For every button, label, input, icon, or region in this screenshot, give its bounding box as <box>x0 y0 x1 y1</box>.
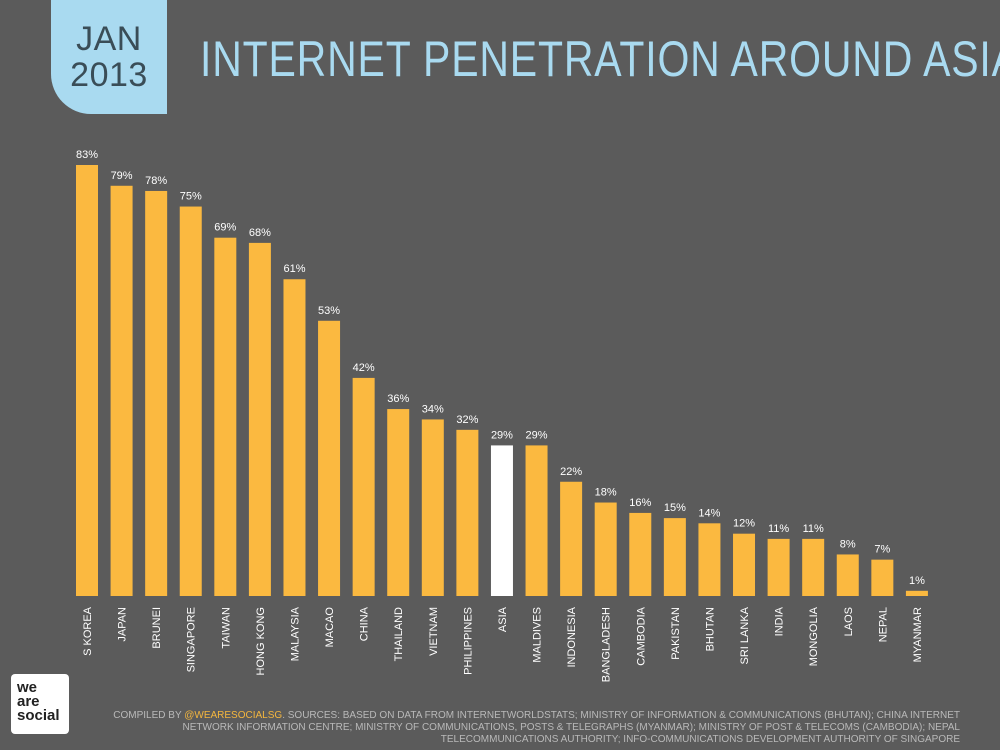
source-text: . SOURCES: BASED ON DATA FROM INTERNETWO… <box>182 710 961 745</box>
bar-bhutan <box>698 523 721 596</box>
category-label-hong-kong: HONG KONG <box>255 607 267 675</box>
badge-year: 2013 <box>70 56 148 94</box>
category-label-philippines: PHILIPPINES <box>462 607 474 675</box>
date-badge: JAN 2013 <box>51 0 167 114</box>
value-label-india: 11% <box>768 523 789 535</box>
category-label-taiwan: TAIWAN <box>220 607 232 649</box>
category-label-s-korea: S KOREA <box>82 606 94 656</box>
category-label-pakistan: PAKISTAN <box>670 607 682 660</box>
page-title: INTERNET PENETRATION AROUND ASIA <box>200 31 1000 87</box>
value-label-vietnam: 34% <box>422 403 444 415</box>
bar-sri-lanka <box>733 533 756 596</box>
category-label-japan: JAPAN <box>117 607 129 642</box>
category-label-myanmar: MYANMAR <box>912 607 924 662</box>
value-label-pakistan: 15% <box>664 502 686 514</box>
bar-taiwan <box>214 237 237 596</box>
source-note: COMPILED BY @WEARESOCIALSG. SOURCES: BAS… <box>100 710 960 746</box>
bar-malaysia <box>283 279 306 596</box>
value-label-philippines: 32% <box>456 414 478 426</box>
value-label-macao: 53% <box>318 305 340 317</box>
bar-s-korea <box>76 165 98 596</box>
category-label-indonesia: INDONESIA <box>566 606 578 667</box>
category-label-nepal: NEPAL <box>877 607 889 642</box>
value-label-myanmar: 1% <box>909 575 925 587</box>
value-label-s-korea: 83% <box>76 149 98 161</box>
value-label-china: 42% <box>353 362 375 374</box>
category-label-bangladesh: BANGLADESH <box>601 607 613 682</box>
category-label-asia: ASIA <box>497 606 509 632</box>
value-label-sri-lanka: 12% <box>733 518 755 530</box>
bar-vietnam <box>421 419 444 596</box>
bar-mongolia <box>802 538 825 596</box>
value-label-nepal: 7% <box>874 544 890 556</box>
bar-bangladesh <box>594 502 617 596</box>
category-label-vietnam: VIETNAM <box>428 607 440 656</box>
bar-pakistan <box>663 518 686 596</box>
logo-line-2: are <box>17 693 40 710</box>
category-label-singapore: SINGAPORE <box>186 607 198 672</box>
bar-brunei <box>145 190 168 596</box>
value-label-singapore: 75% <box>180 191 202 203</box>
bar-philippines <box>456 429 479 596</box>
bar-india <box>767 538 790 596</box>
category-label-macao: MACAO <box>324 607 336 648</box>
logo-line-3: social <box>17 707 60 724</box>
bar-hong-kong <box>248 242 271 596</box>
value-label-indonesia: 22% <box>560 466 582 478</box>
bar-china <box>352 377 375 596</box>
bar-laos <box>836 554 859 596</box>
we-are-social-logo: we are social <box>11 674 69 734</box>
category-label-sri-lanka: SRI LANKA <box>739 606 751 664</box>
category-label-cambodia: CAMBODIA <box>635 606 647 665</box>
value-label-thailand: 36% <box>387 393 409 405</box>
value-label-taiwan: 69% <box>214 222 236 234</box>
value-label-malaysia: 61% <box>283 263 305 275</box>
bar-singapore <box>179 206 202 596</box>
value-label-asia: 29% <box>491 429 513 441</box>
source-prefix: COMPILED BY <box>113 710 185 721</box>
source-handle: @WEARESOCIALSG <box>184 710 283 721</box>
logo-line-1: we <box>17 679 38 696</box>
value-label-hong-kong: 68% <box>249 227 271 239</box>
badge-month: JAN <box>76 20 142 58</box>
value-label-maldives: 29% <box>526 429 548 441</box>
category-label-laos: LAOS <box>843 607 855 636</box>
category-label-brunei: BRUNEI <box>151 607 163 649</box>
bar-cambodia <box>629 512 652 596</box>
bar-maldives <box>525 445 548 596</box>
bar-japan <box>110 185 133 596</box>
value-label-bangladesh: 18% <box>595 487 617 499</box>
bar-macao <box>318 320 341 596</box>
value-label-cambodia: 16% <box>629 497 651 509</box>
category-label-maldives: MALDIVES <box>532 607 544 663</box>
bar-myanmar <box>905 590 928 596</box>
value-label-bhutan: 14% <box>698 507 720 519</box>
bar-thailand <box>387 409 410 596</box>
bar-chart: 83% S KOREA 79% JAPAN 78% BRUNEI 75% SINGAPORE 6… <box>76 149 928 682</box>
bar-asia <box>490 445 513 596</box>
category-label-mongolia: MONGOLIA <box>808 606 820 666</box>
value-label-japan: 79% <box>111 170 133 182</box>
category-label-india: INDIA <box>774 606 786 636</box>
bar-nepal <box>871 559 894 596</box>
category-label-thailand: THAILAND <box>393 607 405 661</box>
category-label-bhutan: BHUTAN <box>704 607 716 651</box>
value-label-laos: 8% <box>840 538 856 550</box>
category-label-china: CHINA <box>359 606 371 641</box>
value-label-mongolia: 11% <box>803 523 824 535</box>
category-label-malaysia: MALAYSIA <box>289 606 301 661</box>
bar-indonesia <box>560 481 583 596</box>
value-label-brunei: 78% <box>145 175 167 187</box>
